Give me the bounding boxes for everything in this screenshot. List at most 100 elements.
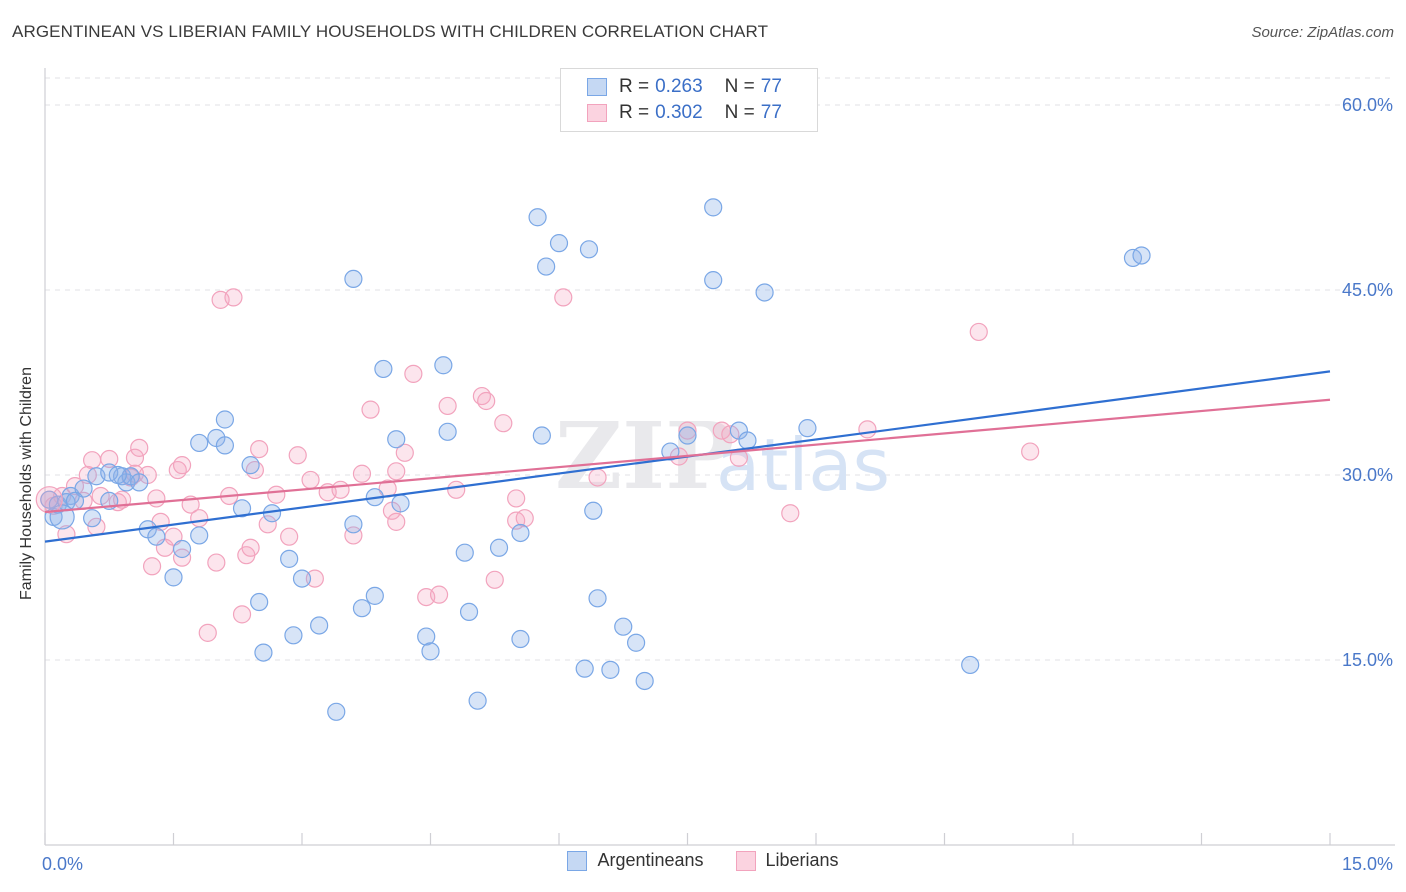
point-argentineans [215, 410, 234, 429]
point-argentineans [254, 643, 273, 662]
stats-legend: R = 0.263 N = 77 R = 0.302 N = 77 [560, 68, 818, 132]
point-argentineans [579, 240, 599, 259]
point-argentineans [588, 589, 607, 608]
gridlines [45, 77, 1395, 661]
data-points [35, 198, 1151, 721]
point-liberians [288, 446, 307, 465]
legend-r-value-liberians: 0.302 [655, 102, 703, 123]
y-tick-label: 60.0% [1342, 95, 1393, 115]
y-tick-label: 45.0% [1342, 280, 1393, 300]
point-liberians [387, 512, 406, 531]
point-liberians [91, 486, 110, 506]
point-argentineans [108, 465, 127, 485]
point-argentineans [661, 442, 680, 461]
point-liberians [198, 623, 217, 642]
point-argentineans [327, 702, 346, 721]
legend-item-argentineans[interactable]: Argentineans [567, 850, 704, 871]
point-liberians [447, 480, 466, 499]
point-argentineans [310, 616, 329, 635]
point-argentineans [74, 479, 93, 498]
point-liberians [258, 515, 277, 534]
point-liberians [100, 449, 119, 469]
point-argentineans [344, 269, 363, 288]
point-liberians [554, 288, 573, 307]
point-liberians [404, 364, 423, 383]
legend-row-liberians: R = 0.302 N = 77 [587, 101, 782, 125]
watermark: ZIP atlas [555, 402, 890, 510]
point-argentineans [704, 271, 723, 290]
point-argentineans [704, 198, 723, 217]
point-liberians [232, 605, 252, 624]
point-liberians [507, 489, 526, 508]
legend-swatch-liberians [735, 850, 756, 871]
legend-n-label: N = [724, 76, 755, 97]
point-liberians [352, 464, 372, 483]
point-liberians [438, 396, 457, 416]
point-liberians [969, 322, 988, 342]
point-argentineans [387, 430, 406, 449]
point-argentineans [232, 499, 252, 518]
point-liberians [515, 509, 534, 528]
point-argentineans [468, 691, 487, 710]
point-argentineans [421, 642, 440, 661]
point-argentineans [374, 359, 393, 379]
point-liberians [190, 509, 209, 528]
point-liberians [429, 585, 449, 604]
point-argentineans [601, 660, 620, 679]
point-argentineans [584, 501, 603, 520]
trend-lines [44, 370, 1331, 543]
point-argentineans [434, 356, 453, 375]
point-argentineans [459, 602, 479, 622]
legend-item-liberians[interactable]: Liberians [735, 850, 839, 871]
point-liberians [125, 448, 145, 467]
point-liberians [485, 570, 504, 589]
point-liberians [147, 489, 166, 508]
point-liberians [1021, 442, 1040, 461]
point-argentineans [250, 592, 269, 612]
point-liberians [494, 414, 513, 433]
point-liberians [83, 451, 102, 470]
point-argentineans [455, 543, 474, 562]
point-argentineans [391, 494, 410, 513]
point-liberians [305, 569, 324, 588]
point-argentineans [147, 527, 166, 546]
trend-line-liberians [44, 398, 1331, 514]
x-tick-label-min: 0.0% [42, 854, 83, 874]
point-argentineans [284, 626, 303, 645]
point-liberians [280, 527, 299, 546]
point-argentineans [83, 509, 102, 528]
point-argentineans [511, 629, 530, 649]
point-liberians [35, 486, 63, 514]
legend-label-liberians: Liberians [765, 850, 839, 870]
y-tick-label: 15.0% [1342, 650, 1393, 670]
point-argentineans [626, 633, 646, 652]
point-liberians [678, 421, 697, 440]
y-tick-labels: 15.0% 30.0% 45.0% 60.0% [1342, 95, 1393, 670]
point-liberians [331, 480, 350, 499]
point-argentineans [575, 659, 594, 678]
point-argentineans [489, 538, 509, 557]
source-label: Source: ZipAtlas.com [1251, 24, 1394, 41]
point-argentineans [190, 526, 209, 545]
point-liberians [172, 456, 192, 475]
point-liberians [858, 420, 877, 439]
point-liberians [142, 557, 162, 576]
point-argentineans [511, 523, 530, 543]
legend-r-value-argentineans: 0.263 [655, 76, 703, 97]
point-argentineans [438, 422, 457, 441]
point-argentineans [164, 568, 183, 587]
point-liberians [130, 438, 149, 457]
point-argentineans [738, 431, 757, 450]
legend-swatch-argentineans [587, 78, 607, 96]
legend-n-value-liberians: 77 [760, 102, 782, 123]
point-argentineans [172, 539, 192, 559]
point-argentineans [755, 283, 774, 302]
point-liberians [477, 391, 496, 411]
series-legend: Argentineans Liberians [0, 850, 1406, 871]
point-liberians [301, 470, 320, 490]
legend-swatch-argentineans [567, 850, 588, 871]
point-argentineans [798, 419, 817, 438]
point-liberians [207, 553, 226, 572]
point-argentineans [280, 549, 299, 568]
point-liberians [224, 288, 243, 307]
